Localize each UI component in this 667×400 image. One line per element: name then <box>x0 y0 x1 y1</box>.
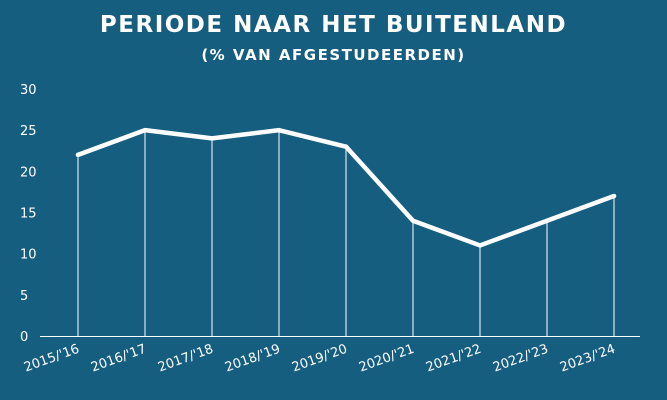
x-tick-label: 2016/'17 <box>89 342 148 376</box>
data-point <box>276 127 282 133</box>
y-tick-label: 30 <box>20 83 37 98</box>
chart-subtitle: (% VAN AFGESTUDEERDEN) <box>201 46 466 64</box>
y-tick-label: 0 <box>20 330 28 345</box>
series-group <box>75 127 617 248</box>
y-tick-label: 10 <box>20 248 37 263</box>
y-axis: 0 5 10 15 20 25 30 <box>20 83 37 345</box>
data-point <box>477 243 483 248</box>
x-tick-label: 2021/'22 <box>424 342 483 376</box>
x-axis: 2015/'16 2016/'17 2017/'18 2018/'19 2019/'20… <box>22 342 617 376</box>
x-tick-label: 2022/'23 <box>491 342 550 376</box>
y-tick-label: 5 <box>20 289 28 304</box>
chart-title: PERIODE NAAR HET BUITENLAND <box>99 12 568 38</box>
data-point <box>611 193 617 199</box>
data-point <box>75 152 81 158</box>
data-point <box>544 218 550 223</box>
x-tick-label: 2023/'24 <box>558 342 617 376</box>
y-tick-label: 15 <box>20 207 37 222</box>
y-tick-label: 25 <box>20 124 37 139</box>
x-tick-label: 2020/'21 <box>357 342 416 376</box>
x-tick-label: 2019/'20 <box>290 342 349 376</box>
x-tick-label: 2017/'18 <box>156 342 215 376</box>
data-point <box>209 136 215 141</box>
data-point <box>410 218 416 223</box>
y-tick-label: 20 <box>20 165 37 180</box>
x-tick-label: 2015/'16 <box>22 342 81 376</box>
drop-lines <box>40 130 640 337</box>
x-tick-label: 2018/'19 <box>223 342 282 376</box>
data-point <box>343 144 349 149</box>
data-point <box>142 127 148 133</box>
